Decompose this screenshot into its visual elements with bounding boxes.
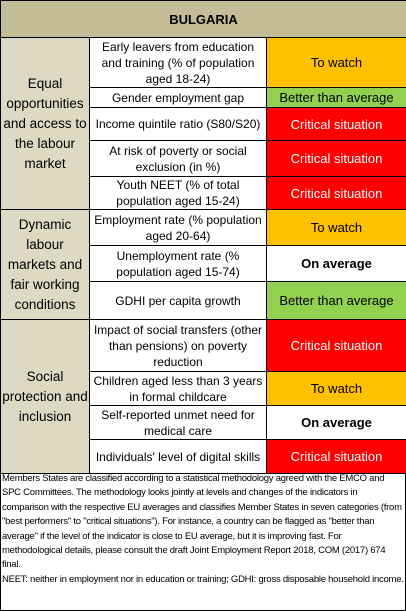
indicator-label: GDHI per capita growth — [89, 281, 267, 320]
status-cell: Better than average — [266, 281, 406, 320]
status-cell: To watch — [266, 37, 406, 88]
dimension-label: Equal opportunities and access to the la… — [0, 37, 90, 210]
dimension-label: Social protection and inclusion — [0, 319, 90, 474]
indicator-label: Youth NEET (% of total population aged 1… — [89, 176, 267, 210]
dimension-label: Dynamic labour markets and fair working … — [0, 209, 90, 320]
status-cell: Critical situation — [266, 140, 406, 177]
country-title: BULGARIA — [0, 0, 406, 38]
notes-abbreviations: NEET: neither in employment nor in educa… — [2, 573, 404, 585]
methodology-notes: Members States are classified according … — [2, 472, 404, 587]
status-cell: Critical situation — [266, 439, 406, 474]
notes-paragraph: Members States are classified according … — [2, 473, 402, 571]
status-cell: Critical situation — [266, 176, 406, 210]
indicator-label: At risk of poverty or social exclusion (… — [89, 140, 267, 177]
status-cell: To watch — [266, 371, 406, 406]
indicator-label: Children aged less than 3 years in forma… — [89, 371, 267, 406]
indicator-label: Unemployment rate (% population aged 15-… — [89, 245, 267, 282]
indicator-label: Gender employment gap — [89, 87, 267, 108]
indicator-label: Self-reported unmet need for medical car… — [89, 405, 267, 440]
status-cell: Better than average — [266, 87, 406, 108]
indicator-label: Early leavers from education and trainin… — [89, 37, 267, 88]
status-cell: On average — [266, 245, 406, 282]
indicator-label: Employment rate (% population aged 20-64… — [89, 209, 267, 246]
status-cell: To watch — [266, 209, 406, 246]
status-cell: Critical situation — [266, 319, 406, 372]
status-cell: Critical situation — [266, 107, 406, 141]
status-cell: On average — [266, 405, 406, 440]
indicator-label: Individuals' level of digital skills — [89, 439, 267, 474]
scoreboard-table: BULGARIA Equal opportunities and access … — [0, 0, 406, 474]
indicator-label: Impact of social transfers (other than p… — [89, 319, 267, 372]
indicator-label: Income quintile ratio (S80/S20) — [89, 107, 267, 141]
